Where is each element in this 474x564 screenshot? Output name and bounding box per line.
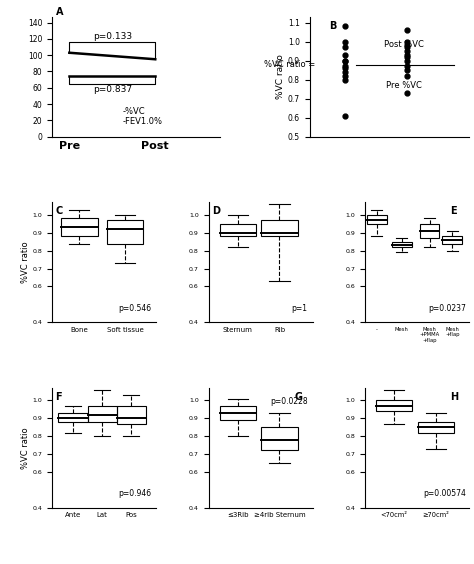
Text: p=0.946: p=0.946 — [118, 489, 151, 498]
Text: p=0.0228: p=0.0228 — [270, 398, 308, 407]
Text: Pre %VC: Pre %VC — [385, 81, 421, 90]
Text: p=0.546: p=0.546 — [118, 303, 151, 312]
Y-axis label: %VC ratio: %VC ratio — [21, 241, 30, 283]
Text: F: F — [55, 391, 62, 402]
Bar — [392, 242, 411, 247]
Bar — [261, 221, 298, 236]
Bar — [442, 236, 462, 244]
Text: A: A — [55, 7, 63, 17]
Bar — [418, 422, 454, 433]
Bar — [88, 406, 117, 422]
Y-axis label: %VC ratio: %VC ratio — [276, 54, 285, 99]
Text: p=0.837: p=0.837 — [93, 85, 132, 94]
Bar — [117, 406, 146, 424]
Text: p=0.0237: p=0.0237 — [428, 303, 466, 312]
Bar — [61, 218, 98, 236]
Y-axis label: %VC ratio: %VC ratio — [21, 427, 30, 469]
Text: G: G — [294, 391, 302, 402]
Bar — [376, 400, 412, 411]
Text: H: H — [450, 391, 459, 402]
Bar — [58, 413, 88, 422]
Bar — [261, 427, 298, 451]
Text: C: C — [55, 206, 63, 216]
Text: B: B — [329, 20, 336, 30]
Text: p=0.133: p=0.133 — [93, 32, 132, 41]
Bar — [107, 221, 143, 244]
Text: -%VC: -%VC — [123, 107, 145, 116]
Text: p=0.00574: p=0.00574 — [423, 489, 466, 498]
Text: E: E — [450, 206, 457, 216]
Text: %VC ratio =: %VC ratio = — [264, 60, 315, 69]
Bar — [219, 224, 256, 236]
Text: Post %VC: Post %VC — [383, 40, 423, 49]
Bar — [419, 224, 439, 238]
Bar — [219, 406, 256, 420]
Text: -FEV1.0%: -FEV1.0% — [123, 117, 163, 126]
Text: D: D — [212, 206, 219, 216]
Text: p=1: p=1 — [292, 303, 308, 312]
Bar — [367, 215, 387, 224]
